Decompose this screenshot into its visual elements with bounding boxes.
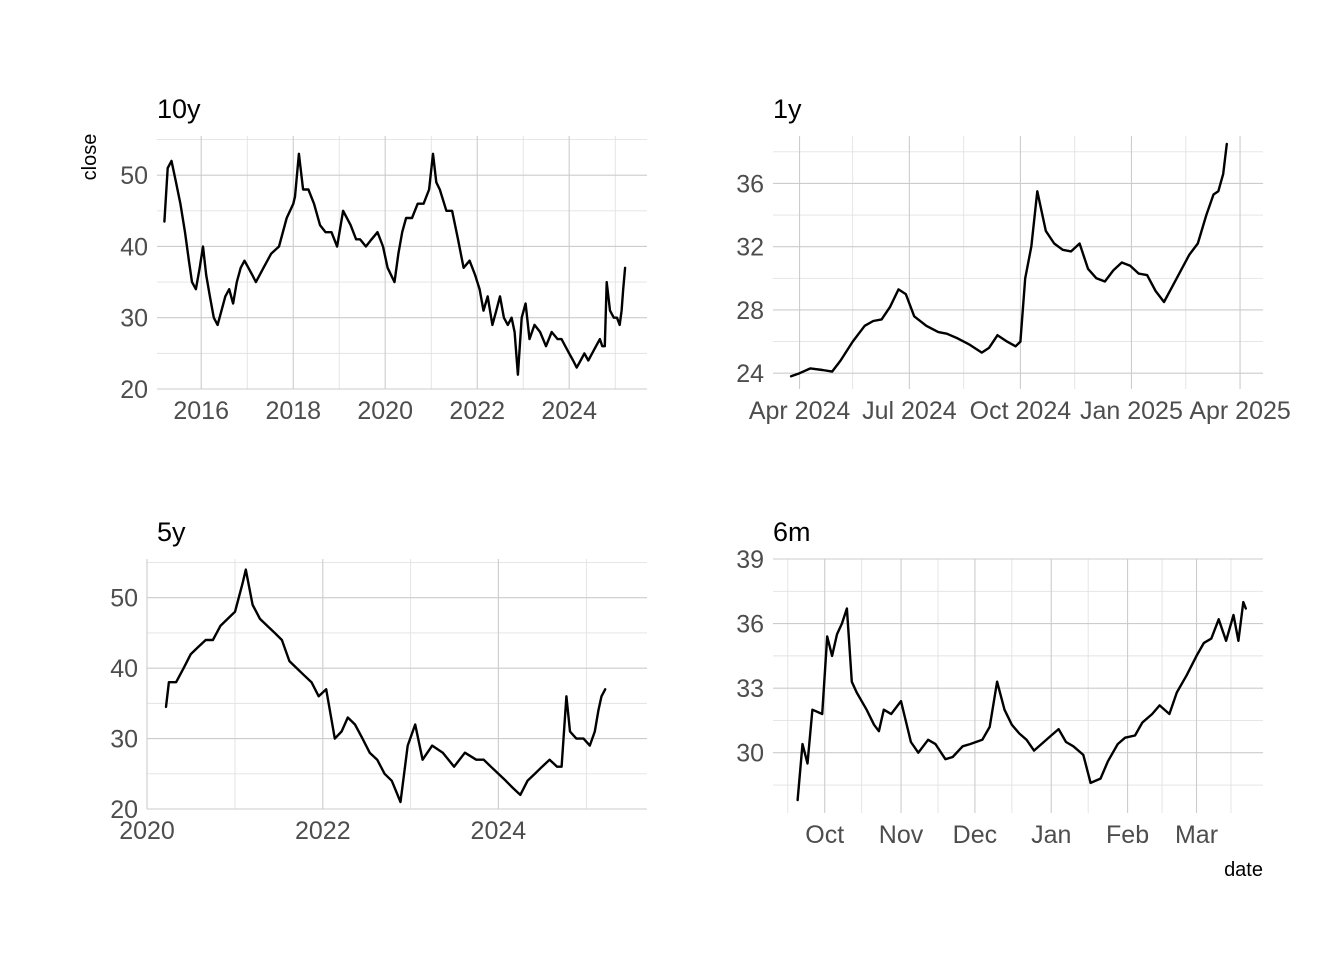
x-tick-label: Apr 2025	[1189, 397, 1290, 425]
y-tick-label: 20	[110, 796, 138, 824]
y-tick-label: 50	[120, 162, 148, 190]
panel-1y: 1y 24 28 32 36 Apr 2024 Jul 2024 Oct 2024 Jan 2…	[736, 94, 1291, 425]
x-tick-label: 2024	[541, 397, 597, 425]
panel-title-10y: 10y	[157, 94, 201, 124]
x-tick-label: 2020	[357, 397, 413, 425]
y-tick-label: 30	[120, 305, 148, 333]
x-tick-label: Apr 2024	[749, 397, 851, 425]
x-tick-label: Mar	[1175, 821, 1218, 849]
panel-5y: 5y 20 30 40 50 2020 2022 2024	[110, 517, 647, 845]
grid	[146, 559, 647, 810]
x-axis-label: date	[1224, 859, 1263, 881]
y-tick-label: 32	[736, 234, 764, 262]
x-tick-label: Dec	[953, 821, 997, 849]
close-price-line	[164, 568, 607, 804]
y-tick-label: 39	[736, 546, 764, 574]
grid	[157, 136, 647, 390]
close-price-line	[789, 142, 1229, 378]
x-tick-label: Jul 2024	[862, 397, 957, 425]
panel-title-6m: 6m	[773, 517, 811, 547]
x-tick-label: 2022	[449, 397, 505, 425]
x-tick-label: Jan 2025	[1080, 397, 1183, 425]
y-tick-label: 24	[736, 360, 764, 388]
grid	[773, 136, 1263, 389]
x-tick-label: Jan	[1031, 821, 1071, 849]
y-tick-label: 33	[736, 675, 764, 703]
panel-title-1y: 1y	[773, 94, 802, 124]
y-tick-label: 20	[120, 376, 148, 404]
x-tick-label: 2022	[295, 817, 351, 845]
y-tick-label: 30	[736, 740, 764, 768]
grid	[773, 558, 1263, 813]
x-tick-label: 2016	[173, 397, 229, 425]
y-axis-label: close	[79, 134, 101, 181]
x-tick-label: Oct 2024	[970, 397, 1072, 425]
y-tick-label: 30	[110, 726, 138, 754]
panel-6m: 6m 30 33 36 39 Oct Nov Dec Jan Feb Mar	[736, 517, 1263, 849]
y-tick-label: 40	[120, 233, 148, 261]
close-price-line	[163, 152, 627, 376]
x-tick-label: 2018	[265, 397, 321, 425]
y-tick-label: 36	[736, 170, 764, 198]
x-tick-label: 2024	[471, 817, 527, 845]
x-tick-label: Feb	[1106, 821, 1149, 849]
x-tick-label: Nov	[879, 821, 924, 849]
y-tick-label: 50	[110, 585, 138, 613]
y-tick-label: 28	[736, 297, 764, 325]
y-tick-label: 40	[110, 655, 138, 683]
y-tick-label: 36	[736, 611, 764, 639]
panel-10y: 10y 20 30 40 50 2016 2018 2020 2022 2024	[120, 94, 647, 425]
x-tick-label: 2020	[119, 817, 175, 845]
x-tick-label: Oct	[805, 821, 844, 849]
panel-title-5y: 5y	[157, 517, 186, 547]
close-price-line	[796, 600, 1248, 802]
